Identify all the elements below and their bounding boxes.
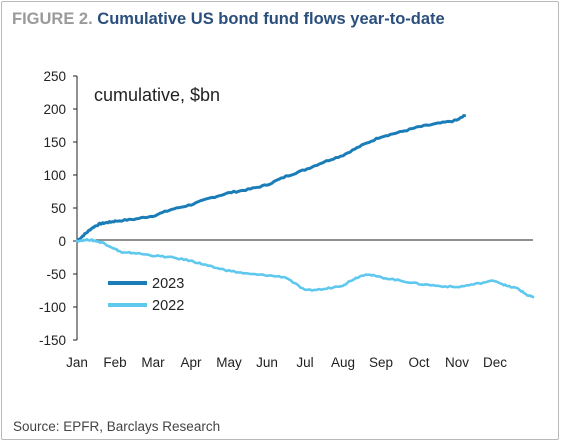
legend-label-2023: 2023: [152, 276, 184, 292]
x-tick-label: Aug: [331, 355, 355, 370]
legend: 2023 2022: [108, 276, 184, 314]
y-tick-label: 150: [43, 135, 66, 150]
series-layer: [75, 114, 535, 299]
y-tick-label: -150: [39, 333, 66, 348]
x-tick-label: Mar: [141, 355, 165, 370]
x-tick-label: Dec: [483, 355, 507, 370]
series-line-2022: [75, 237, 535, 299]
y-tick-label: 100: [43, 168, 66, 183]
y-tick-label: 50: [51, 201, 66, 216]
y-tick-label: -100: [39, 300, 66, 315]
x-tick-label: Jul: [296, 355, 313, 370]
figure-label: FIGURE 2.: [12, 10, 93, 28]
y-tick-label: 200: [43, 102, 66, 117]
x-tick-label: May: [216, 355, 242, 370]
y-tick-label: -50: [46, 267, 66, 282]
x-axis-ticks: Jan Feb Mar Apr May Jun Jul Aug Sep Oct Nov Dec: [66, 355, 507, 370]
chart-title: Cumulative US bond fund flows year-to-da…: [97, 10, 445, 28]
x-tick-label: Jan: [66, 355, 88, 370]
x-tick-label: Sep: [369, 355, 393, 370]
legend-label-2022: 2022: [152, 298, 184, 314]
x-tick-label: Apr: [180, 355, 202, 370]
y-axis-ticks: 250 200 150 100 50 0 -50 -100 -150: [39, 69, 77, 348]
y-tick-label: 250: [43, 69, 66, 84]
y-tick-label: 0: [58, 234, 66, 249]
x-tick-label: Oct: [408, 355, 429, 370]
series-line-2023: [75, 114, 467, 243]
x-tick-label: Nov: [445, 355, 469, 370]
x-tick-label: Feb: [103, 355, 126, 370]
source-note: Source: EPFR, Barclays Research: [13, 419, 221, 434]
x-tick-label: Jun: [256, 355, 278, 370]
chart-annotation: cumulative, $bn: [94, 85, 220, 105]
figure-title: FIGURE 2. Cumulative US bond fund flows …: [12, 10, 445, 29]
